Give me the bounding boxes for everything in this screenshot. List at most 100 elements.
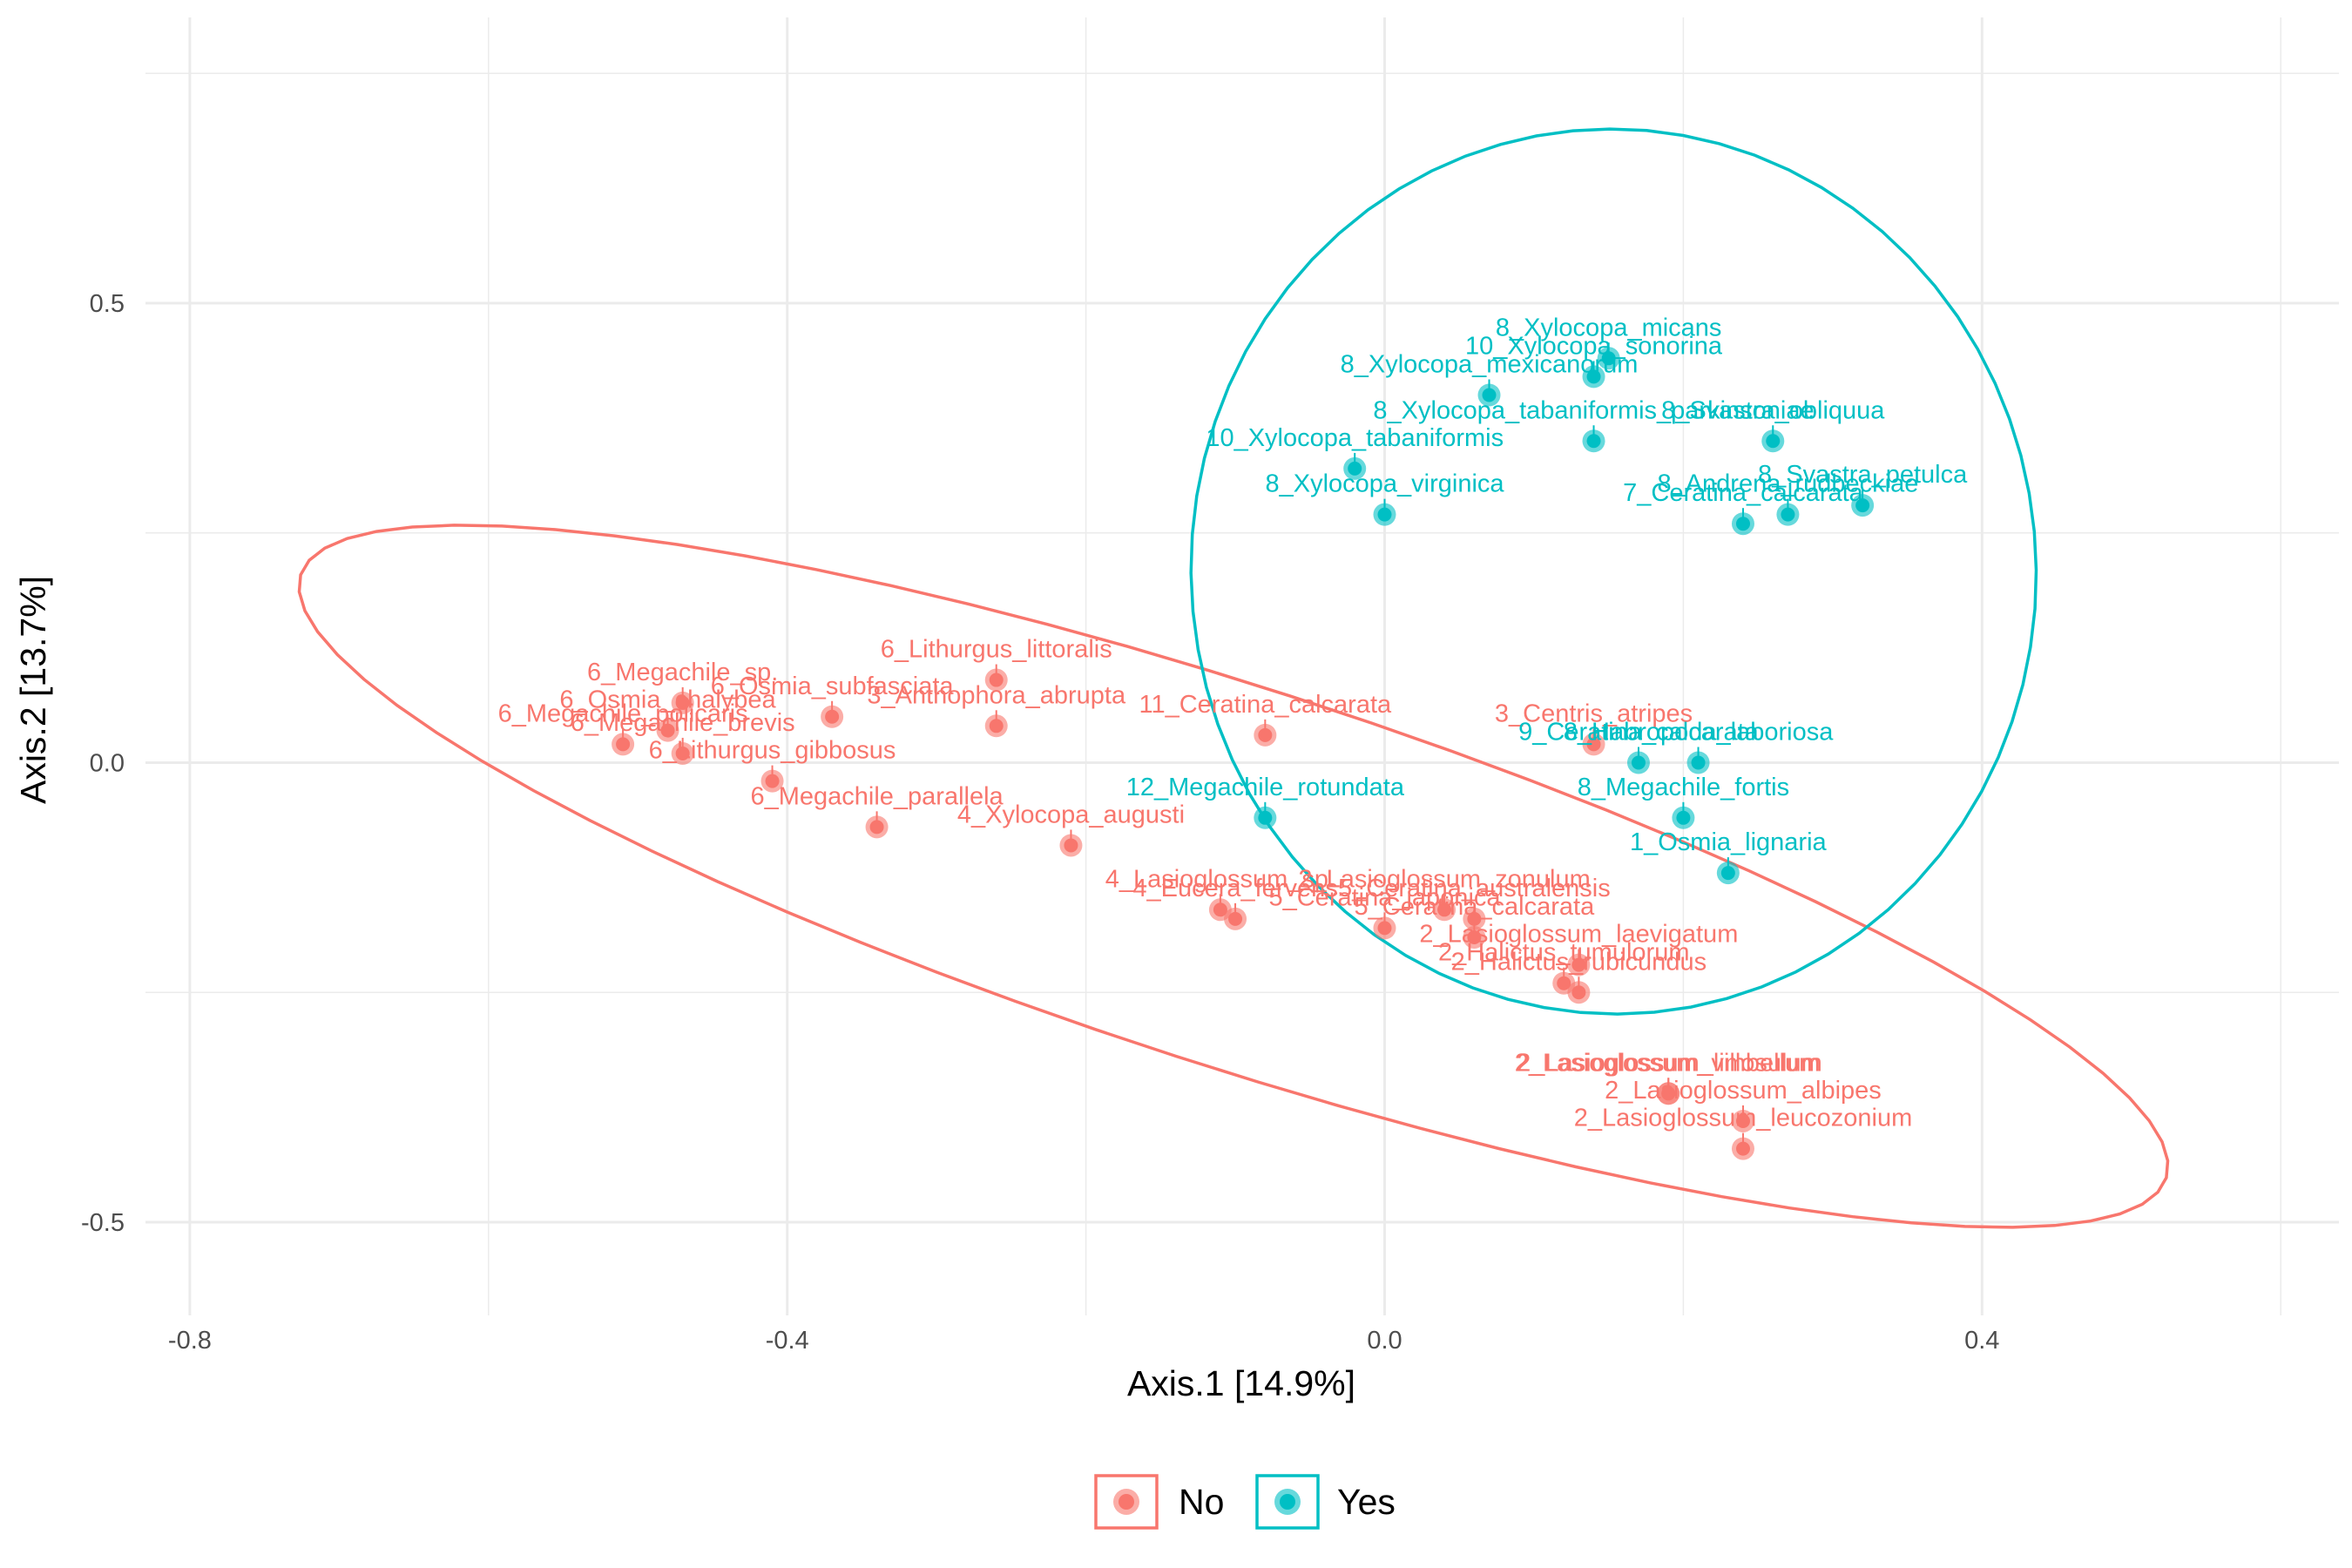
data-point xyxy=(1691,755,1706,770)
point-label: 8_Xylocopa_micans xyxy=(1496,314,1722,341)
x-axis-title: Axis.1 [14.9%] xyxy=(1127,1363,1355,1403)
data-point xyxy=(1586,434,1601,449)
y-tick-label: 0.0 xyxy=(90,750,125,778)
point-label: 2_Lasioglossum_villosulum xyxy=(1515,1049,1822,1077)
data-point xyxy=(825,709,840,724)
data-point xyxy=(1377,507,1392,522)
data-point xyxy=(1064,838,1078,853)
axes: Axis.1 [14.9%] Axis.2 [13.7%] -0.8 -0.4 0.… xyxy=(13,290,1999,1403)
point-label: 8_Andrena_rudbeckiae xyxy=(1657,470,1918,498)
point-label: 6_Megachile_brevis xyxy=(571,709,795,737)
data-point xyxy=(1781,507,1795,522)
data-point xyxy=(1720,866,1735,881)
point-label: 6_Megachile_policaris xyxy=(498,700,748,727)
point-label: 4_Lasioglossum_sp. xyxy=(1105,865,1335,893)
legend-key-point xyxy=(1119,1494,1134,1510)
point-label: 2_Halictus_tumulorum xyxy=(1438,939,1690,967)
point-label: 6_Megachile_sp. xyxy=(587,659,778,686)
data-point xyxy=(1586,737,1601,752)
point-label: 2_Lasioglossum_leucozonium xyxy=(1574,1105,1913,1132)
data-point xyxy=(1557,976,1571,990)
data-point xyxy=(765,774,780,788)
y-tick-label: 0.5 xyxy=(90,290,125,318)
point-label: 7_Ceratina_calcarata xyxy=(1623,479,1864,507)
data-point xyxy=(616,737,631,752)
grid-lines xyxy=(145,17,2339,1315)
data-point xyxy=(1766,434,1781,449)
point-label: 6_Lithurgus_littoralis xyxy=(881,636,1112,664)
point-label: 4_Eucera_fervens xyxy=(1132,875,1337,902)
point-labels: 6_Megachile_policaris6_Osmia_chalybea6_M… xyxy=(498,314,1968,1132)
x-tick-label: 0.4 xyxy=(1964,1327,1999,1355)
point-label: 6_Lithurgus_gibbosus xyxy=(649,737,896,765)
confidence-ellipses xyxy=(297,127,2170,1229)
data-point xyxy=(1855,498,1870,513)
data-point xyxy=(1601,351,1616,366)
data-point xyxy=(1586,369,1601,384)
point-label: 8_Svastra_obliquua xyxy=(1661,396,1885,424)
point-label: 5_Ceratina_australensis xyxy=(1338,875,1611,902)
data-point xyxy=(1735,517,1750,531)
data-points xyxy=(612,347,1875,1160)
y-axis-title: Axis.2 [13.7%] xyxy=(13,576,53,804)
point-label: 3_Centris_atripes xyxy=(1495,700,1693,727)
legend-label: No xyxy=(1179,1482,1224,1522)
point-label: 4_Xylocopa_augusti xyxy=(957,801,1185,828)
y-tick-label: -0.5 xyxy=(81,1209,125,1237)
legend: No Yes xyxy=(1094,1474,1396,1530)
point-label: 2_Lasioglossum_limbellum xyxy=(1517,1049,1820,1077)
data-point xyxy=(1258,727,1273,742)
point-label: 11_Ceratina_calcarata xyxy=(1139,691,1393,719)
point-label: 10_Xylocopa_tabaniformis xyxy=(1206,424,1504,452)
data-point xyxy=(1482,388,1497,402)
point-label: 10_Xylocopa_sonorina xyxy=(1465,332,1723,360)
ellipse-no xyxy=(297,524,2170,1229)
point-label: 9_Ceratina_calcarata xyxy=(1518,719,1760,747)
data-point xyxy=(675,695,690,710)
point-label: 5_Ceratina_japonica xyxy=(1268,883,1501,911)
point-label: 8_Xylocopa_tabaniformis_parkinsoniae xyxy=(1373,396,1814,424)
data-point xyxy=(1735,1141,1750,1156)
point-label: 8_Megachile_fortis xyxy=(1578,774,1789,801)
point-label: 3_Anthophora_abrupta xyxy=(867,681,1126,709)
point-label: 8_Svastra_petulca xyxy=(1758,461,1968,489)
data-point xyxy=(1661,1086,1676,1101)
point-label: 6_Megachile_parallela xyxy=(750,782,1004,810)
x-tick-label: -0.8 xyxy=(168,1327,212,1355)
data-point xyxy=(869,820,884,835)
data-point xyxy=(1377,921,1392,936)
point-label: 6_Osmia_chalybea xyxy=(559,686,776,714)
data-point xyxy=(1735,1113,1750,1128)
data-point xyxy=(1348,461,1362,476)
data-point xyxy=(1467,929,1482,944)
point-label: 5_Ceratina_calcarata xyxy=(1355,893,1596,921)
point-label: 8_Xylocopa_mexicanorum xyxy=(1341,351,1639,379)
x-tick-label: 0.0 xyxy=(1367,1327,1402,1355)
data-point xyxy=(675,746,690,760)
data-point xyxy=(660,723,675,738)
data-point xyxy=(1571,957,1586,972)
data-point xyxy=(1228,911,1243,926)
legend-key-point xyxy=(1280,1494,1295,1510)
data-point xyxy=(1213,902,1227,917)
ellipse-yes xyxy=(1189,127,2038,1016)
point-label: 8_Habropoda_laboriosa xyxy=(1564,719,1834,747)
data-point xyxy=(989,719,1004,733)
point-label: 8_Xylocopa_virginica xyxy=(1265,470,1504,498)
point-label: 12_Megachile_rotundata xyxy=(1126,774,1405,801)
data-point xyxy=(1631,755,1646,770)
point-label: 6_Osmia_subfasciata xyxy=(711,672,955,700)
point-label: 2_Lasioglossum_zonulum xyxy=(1298,865,1590,893)
point-label: 1_Osmia_lignaria xyxy=(1630,828,1828,856)
point-label: 2_Lasioglossum_laevigatum xyxy=(1419,921,1738,949)
data-point xyxy=(1676,810,1691,825)
data-point xyxy=(1467,911,1482,926)
legend-label: Yes xyxy=(1337,1482,1396,1522)
data-point xyxy=(1437,902,1452,917)
x-tick-label: -0.4 xyxy=(766,1327,809,1355)
data-point xyxy=(989,672,1004,687)
point-label: 2_Halictus_rubicundus xyxy=(1451,948,1707,976)
point-label: 2_Lasioglossum_albipes xyxy=(1605,1077,1882,1105)
data-point xyxy=(1571,985,1586,1000)
